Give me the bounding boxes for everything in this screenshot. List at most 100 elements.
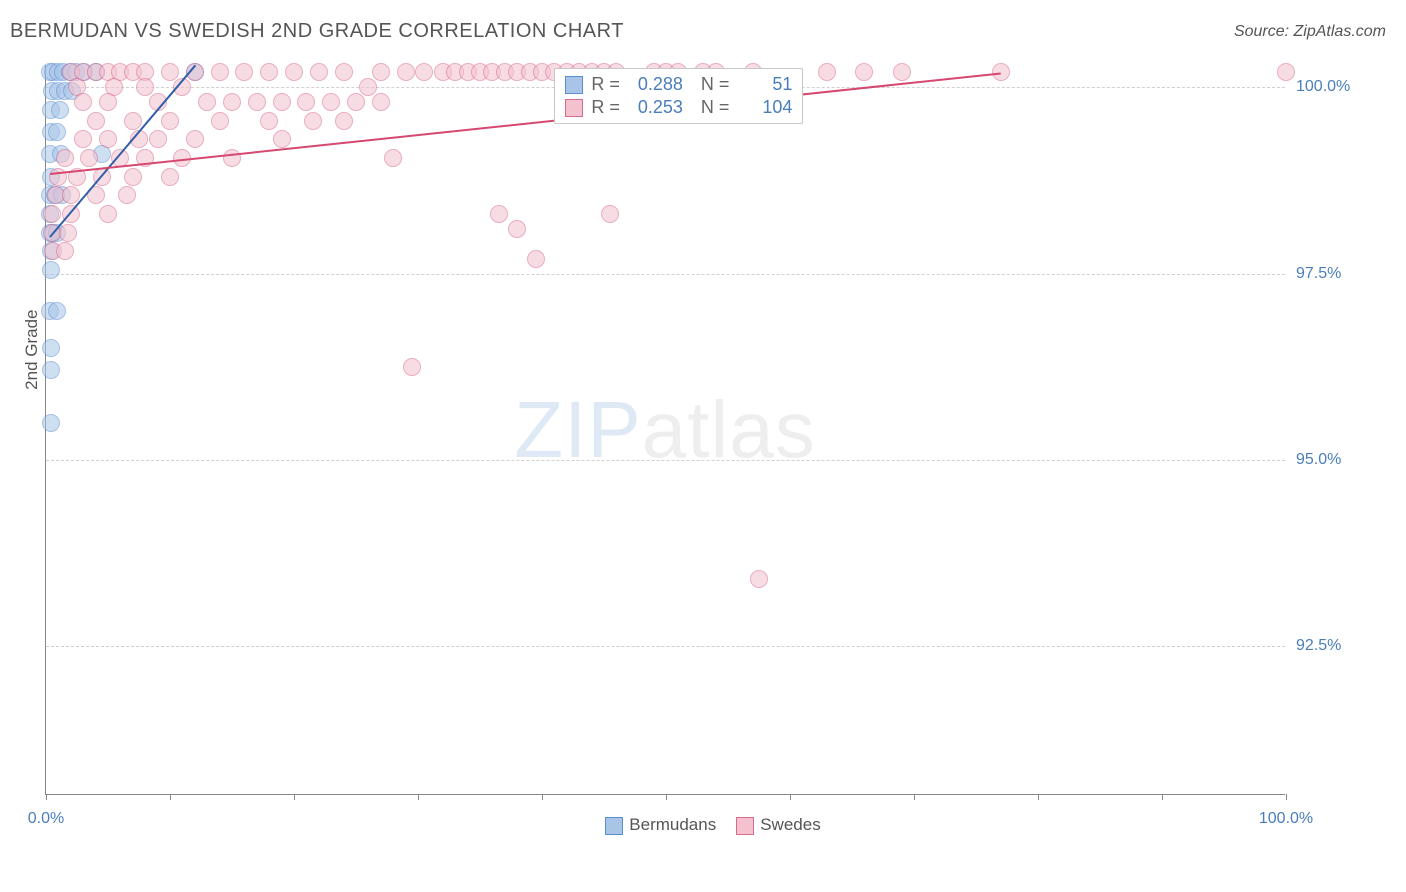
data-point: [384, 149, 402, 167]
data-point: [118, 186, 136, 204]
data-point: [248, 93, 266, 111]
data-point: [56, 242, 74, 260]
x-tick: [170, 794, 171, 800]
data-point: [42, 414, 60, 432]
stat-n-value: 104: [737, 97, 792, 118]
data-point: [223, 149, 241, 167]
data-point: [304, 112, 322, 130]
data-point: [80, 149, 98, 167]
y-tick-label: 95.0%: [1296, 451, 1341, 469]
stat-r-value: 0.288: [628, 74, 683, 95]
data-point: [161, 168, 179, 186]
stat-n-label: N =: [691, 97, 730, 118]
data-point: [818, 63, 836, 81]
data-point: [403, 358, 421, 376]
data-point: [43, 205, 61, 223]
stats-legend-row: R = 0.253 N = 104: [565, 96, 792, 119]
data-point: [161, 112, 179, 130]
data-point: [149, 130, 167, 148]
stats-legend-row: R = 0.288 N = 51: [565, 73, 792, 96]
data-point: [87, 112, 105, 130]
data-point: [335, 63, 353, 81]
y-tick-label: 92.5%: [1296, 637, 1341, 655]
data-point: [273, 130, 291, 148]
data-point: [310, 63, 328, 81]
data-point: [285, 63, 303, 81]
data-point: [42, 261, 60, 279]
legend-label: Swedes: [760, 815, 820, 834]
y-tick-label: 97.5%: [1296, 265, 1341, 283]
data-point: [161, 63, 179, 81]
data-point: [1277, 63, 1295, 81]
x-tick: [542, 794, 543, 800]
legend-swatch: [565, 76, 583, 94]
data-point: [372, 63, 390, 81]
chart-source: Source: ZipAtlas.com: [1234, 23, 1386, 41]
data-point: [42, 339, 60, 357]
legend-swatch: [565, 99, 583, 117]
data-point: [508, 220, 526, 238]
plot-area: ZIPatlas 92.5%95.0%97.5%100.0%0.0%100.0%…: [45, 65, 1285, 795]
data-point: [124, 112, 142, 130]
gridline: [46, 646, 1285, 647]
y-tick-label: 100.0%: [1296, 78, 1350, 96]
data-point: [51, 101, 69, 119]
data-point: [198, 93, 216, 111]
data-point: [48, 123, 66, 141]
data-point: [347, 93, 365, 111]
data-point: [136, 78, 154, 96]
x-tick: [914, 794, 915, 800]
x-tick: [46, 794, 47, 800]
legend-swatch: [605, 817, 623, 835]
data-point: [59, 224, 77, 242]
data-point: [397, 63, 415, 81]
x-tick: [1038, 794, 1039, 800]
data-point: [223, 93, 241, 111]
data-point: [527, 250, 545, 268]
data-point: [893, 63, 911, 81]
data-point: [211, 112, 229, 130]
data-point: [42, 361, 60, 379]
x-tick: [418, 794, 419, 800]
data-point: [415, 63, 433, 81]
stat-r-label: R =: [591, 97, 620, 118]
data-point: [372, 93, 390, 111]
chart-title: BERMUDAN VS SWEDISH 2ND GRADE CORRELATIO…: [10, 20, 624, 43]
data-point: [297, 93, 315, 111]
data-point: [359, 78, 377, 96]
gridline: [46, 460, 1285, 461]
data-point: [99, 205, 117, 223]
data-point: [335, 112, 353, 130]
stat-n-value: 51: [737, 74, 792, 95]
data-point: [99, 93, 117, 111]
data-point: [74, 130, 92, 148]
x-tick: [1162, 794, 1163, 800]
gridline: [46, 274, 1285, 275]
data-point: [260, 63, 278, 81]
data-point: [750, 570, 768, 588]
y-axis-label: 2nd Grade: [22, 309, 42, 389]
stats-legend: R = 0.288 N = 51 R = 0.253 N = 104: [554, 68, 803, 124]
data-point: [260, 112, 278, 130]
data-point: [273, 93, 291, 111]
data-point: [601, 205, 619, 223]
data-point: [124, 168, 142, 186]
data-point: [490, 205, 508, 223]
x-tick: [790, 794, 791, 800]
x-tick: [1286, 794, 1287, 800]
stat-r-value: 0.253: [628, 97, 683, 118]
data-point: [99, 130, 117, 148]
data-point: [48, 302, 66, 320]
data-point: [211, 63, 229, 81]
legend-label: Bermudans: [629, 815, 716, 834]
data-point: [322, 93, 340, 111]
data-point: [235, 63, 253, 81]
x-tick: [294, 794, 295, 800]
stat-r-label: R =: [591, 74, 620, 95]
data-point: [56, 149, 74, 167]
data-point: [74, 93, 92, 111]
x-tick: [666, 794, 667, 800]
data-point: [855, 63, 873, 81]
stat-n-label: N =: [691, 74, 730, 95]
data-point: [186, 130, 204, 148]
